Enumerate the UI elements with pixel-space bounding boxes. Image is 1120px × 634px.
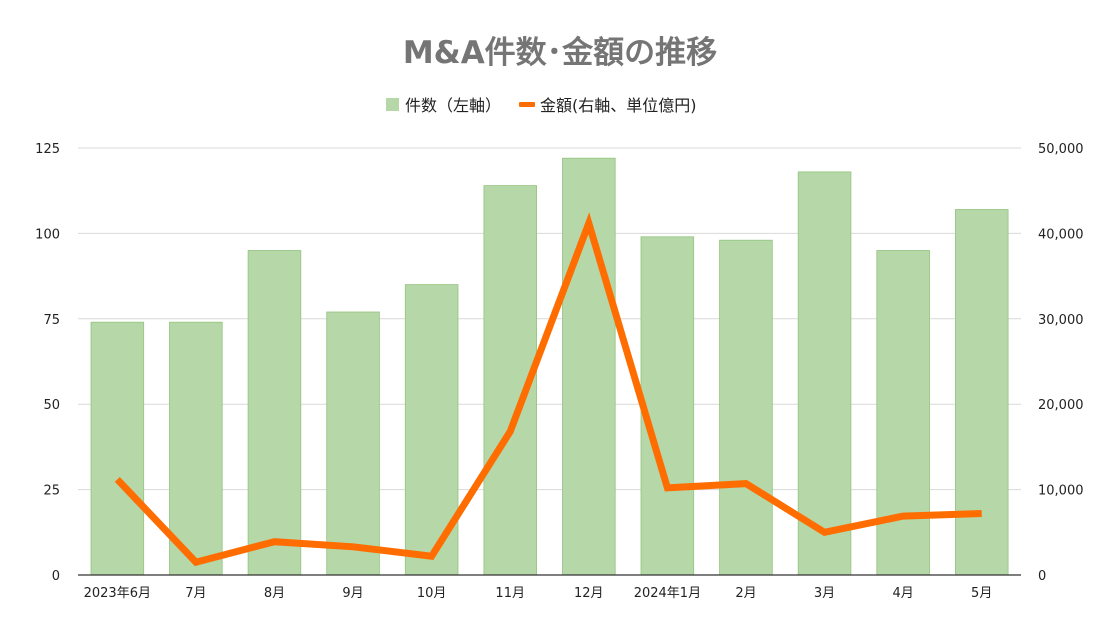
right-axis-ticks: 0 10,000 20,000 30,000 40,000 50,000: [1038, 142, 1084, 584]
left-tick-label: 125: [35, 142, 60, 157]
bar: [876, 250, 930, 576]
x-tick-label: 2024年1月: [634, 586, 701, 601]
bar: [247, 250, 302, 576]
legend-line-swatch: [519, 102, 536, 107]
right-tick-label: 10,000: [1038, 484, 1084, 499]
x-tick-label: 3月: [814, 586, 835, 601]
x-tick-label: 11月: [495, 586, 525, 601]
right-tick-label: 50,000: [1038, 142, 1084, 157]
bar-series: [90, 157, 1009, 576]
line-series: [114, 212, 982, 567]
x-tick-label: 2月: [735, 586, 756, 601]
left-tick-label: 25: [43, 484, 60, 499]
legend-label-amount: 金額(右軸、単位億円): [540, 96, 697, 115]
right-tick-label: 40,000: [1038, 227, 1084, 242]
left-tick-label: 100: [35, 227, 60, 242]
x-tick-label: 9月: [342, 586, 363, 601]
bar: [90, 321, 145, 576]
bar: [719, 239, 773, 576]
left-axis-ticks: 0 25 50 75 100 125: [35, 142, 60, 584]
legend-bar-swatch: [386, 98, 399, 111]
left-tick-label: 50: [43, 398, 60, 413]
amount-line: [114, 212, 982, 567]
x-tick-label: 4月: [892, 586, 913, 601]
bar: [955, 209, 1009, 576]
left-tick-label: 0: [52, 569, 60, 584]
left-tick-label: 75: [43, 313, 60, 328]
x-tick-label: 7月: [185, 586, 206, 601]
x-tick-label: 5月: [971, 586, 992, 601]
x-tick-label: 10月: [417, 586, 447, 601]
x-tick-label: 2023年6月: [84, 586, 151, 601]
chart-title: M&A件数･金額の推移: [403, 35, 717, 71]
legend: 件数（左軸） 金額(右軸、単位億円): [386, 96, 697, 115]
legend-label-count: 件数（左軸）: [405, 96, 501, 115]
bar: [326, 311, 380, 576]
bar: [169, 321, 223, 576]
right-tick-label: 30,000: [1038, 313, 1084, 328]
x-tick-label: 8月: [264, 586, 285, 601]
x-tick-label: 12月: [574, 586, 604, 601]
right-tick-label: 0: [1038, 569, 1046, 584]
x-axis-ticks: 2023年6月 7月 8月 9月 10月 11月 12月 2024年1月 2月 3月 4月 5月: [84, 586, 993, 601]
bar: [797, 171, 852, 576]
bar: [640, 236, 695, 576]
right-tick-label: 20,000: [1038, 398, 1084, 413]
